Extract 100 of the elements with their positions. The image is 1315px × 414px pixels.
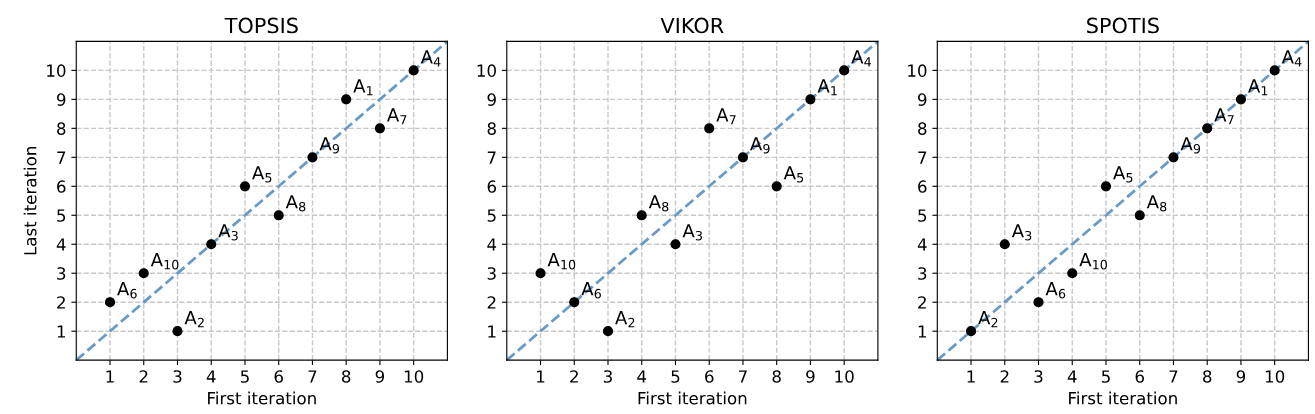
x-tick-label: 2 [139,370,148,383]
annotation: A$_{9}$ [750,137,770,154]
point [138,268,149,279]
x-tick-label: 6 [705,370,714,383]
point [1134,210,1145,221]
point [1033,297,1044,308]
y-tick-label: 6 [487,180,497,193]
annotation: A$_{10}$ [1079,253,1107,270]
y-tick-label: 10 [477,64,496,77]
annotation: A$_{10}$ [150,253,179,270]
y-tick-label: 2 [918,296,926,309]
x-tick-label: 7 [308,370,317,383]
annotation: A$_{8}$ [285,195,306,212]
y-tick-label: 7 [487,151,496,164]
y-tick-label: 1 [57,325,66,338]
y-tick-label: 1 [488,325,496,338]
y-tick-label: 6 [57,180,66,193]
y-tick-label: 8 [487,122,496,135]
annotation: A$_{5}$ [1113,166,1133,183]
chart-title: SPOTIS [1087,17,1159,34]
point [104,297,116,308]
point [737,152,749,163]
point [704,123,715,134]
point [1202,123,1213,134]
point [206,239,217,250]
y-tick-label: 3 [487,267,496,280]
point [239,181,251,192]
y-tick-label: 3 [918,267,927,280]
y-tick-label: 4 [917,238,927,251]
annotation: A$_{7}$ [387,108,407,125]
x-tick-label: 8 [1203,370,1212,383]
x-axis-title: First iteration [208,391,316,405]
y-tick-label: 5 [57,209,66,222]
annotation: A$_{1}$ [1248,79,1268,96]
x-tick-label: 9 [806,370,815,383]
annotation: A$_{4}$ [851,50,871,67]
point [172,326,183,337]
y-tick-label: 10 [908,64,927,77]
x-tick-label: 4 [637,370,647,383]
point [999,239,1010,250]
x-tick-label: 6 [274,370,283,383]
annotation: A$_{6}$ [117,282,137,299]
x-tick-label: 4 [1067,370,1077,383]
y-tick-label: 7 [57,151,66,164]
annotation: A$_{2}$ [184,311,204,328]
chart-title: TOPSIS [224,17,298,34]
point [569,297,580,308]
point [1269,65,1280,76]
annotation: A$_{8}$ [1146,195,1167,212]
annotation: A$_{3}$ [1011,224,1032,241]
x-tick-label: 3 [603,370,612,383]
x-axis-title: First iteration [638,391,747,405]
y-tick-label: 4 [487,238,497,251]
x-tick-label: 9 [375,370,385,383]
y-tick-label: 7 [918,151,927,164]
annotation: A$_{3}$ [682,224,702,241]
y-tick-label: 5 [487,209,496,222]
point [771,181,782,192]
point [1100,181,1112,192]
x-tick-label: 4 [206,370,216,383]
x-tick-label: 6 [1135,370,1144,383]
point [670,239,681,250]
point [341,94,352,105]
point [374,123,386,134]
y-tick-label: 9 [918,93,927,106]
x-tick-label: 1 [967,370,975,383]
point [535,268,546,279]
annotation: A$_{5}$ [252,166,272,183]
x-tick-label: 10 [1265,370,1285,383]
annotation: A$_{6}$ [1045,282,1066,299]
y-tick-label: 9 [487,93,496,106]
annotation: A$_{1}$ [817,79,837,96]
annotation: A$_{4}$ [1281,50,1302,67]
y-tick-label: 5 [918,209,927,222]
x-tick-label: 1 [537,370,545,383]
y-tick-label: 8 [57,122,66,135]
y-tick-label: 2 [57,296,65,309]
point [965,326,977,337]
point [408,65,419,76]
y-tick-label: 4 [56,238,66,251]
y-tick-label: 6 [918,180,927,193]
x-tick-label: 3 [173,370,182,383]
annotation: A$_{4}$ [420,50,441,67]
point [1067,268,1078,279]
y-tick-label: 2 [487,296,496,309]
y-tick-label: 1 [918,325,927,338]
annotation: A$_{8}$ [648,195,669,212]
x-axis-title: First iteration [1069,391,1177,405]
point [636,210,647,221]
y-tick-label: 9 [56,93,66,106]
x-tick-label: 7 [1169,370,1178,383]
annotation: A$_{7}$ [716,108,736,125]
x-tick-label: 7 [739,370,747,383]
point [1235,94,1247,105]
x-tick-label: 1 [106,370,114,383]
x-tick-label: 2 [570,370,578,383]
annotation: A$_{2}$ [615,311,635,328]
annotation: A$_{5}$ [783,166,804,183]
x-tick-label: 2 [1000,370,1009,383]
x-tick-label: 10 [835,370,854,383]
